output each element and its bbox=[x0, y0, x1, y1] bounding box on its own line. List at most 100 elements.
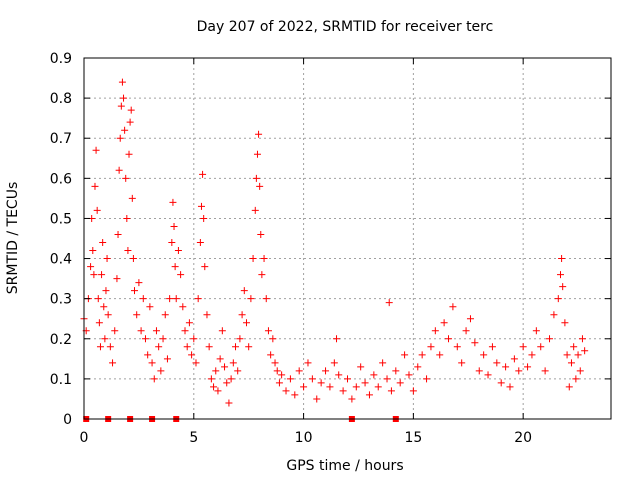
data-point bbox=[212, 367, 220, 375]
data-point bbox=[120, 94, 128, 102]
data-point bbox=[94, 295, 102, 303]
data-point bbox=[269, 335, 277, 343]
data-point bbox=[572, 375, 580, 383]
data-point bbox=[117, 102, 125, 110]
x-axis-label: GPS time / hours bbox=[286, 458, 403, 474]
data-point bbox=[576, 367, 584, 375]
data-point bbox=[532, 327, 540, 335]
data-point bbox=[146, 303, 154, 311]
data-point bbox=[392, 367, 400, 375]
data-point bbox=[370, 371, 378, 379]
data-point bbox=[150, 375, 158, 383]
y-tick-label: 0.8 bbox=[50, 91, 72, 107]
data-point bbox=[565, 383, 573, 391]
data-point bbox=[139, 295, 147, 303]
data-point bbox=[123, 214, 131, 222]
data-point bbox=[137, 327, 145, 335]
data-point bbox=[199, 170, 207, 178]
data-point bbox=[252, 174, 260, 182]
data-point bbox=[256, 182, 264, 190]
data-point bbox=[255, 130, 263, 138]
data-point bbox=[484, 371, 492, 379]
data-point bbox=[242, 319, 250, 327]
plot-frame bbox=[83, 57, 612, 420]
data-point bbox=[506, 383, 514, 391]
data-point bbox=[466, 315, 474, 323]
x-tick-label: 20 bbox=[514, 430, 532, 446]
y-tick-label: 0.4 bbox=[50, 252, 72, 268]
data-point bbox=[99, 239, 107, 247]
data-point bbox=[423, 375, 431, 383]
data-point bbox=[581, 347, 589, 355]
data-point bbox=[141, 335, 149, 343]
data-point bbox=[379, 359, 387, 367]
data-point bbox=[322, 367, 330, 375]
data-point bbox=[122, 174, 130, 182]
data-point bbox=[317, 379, 325, 387]
data-point bbox=[127, 106, 135, 114]
data-point bbox=[181, 327, 189, 335]
data-point bbox=[106, 343, 114, 351]
data-point bbox=[89, 247, 97, 255]
data-point bbox=[561, 319, 569, 327]
data-point bbox=[232, 343, 240, 351]
data-point bbox=[418, 351, 426, 359]
data-point bbox=[493, 359, 501, 367]
y-tick-label: 0.6 bbox=[50, 171, 72, 187]
data-point bbox=[510, 355, 518, 363]
data-point bbox=[125, 150, 133, 158]
data-point bbox=[480, 351, 488, 359]
y-tick-label: 0 bbox=[63, 412, 72, 428]
x-tick-label: 10 bbox=[295, 430, 313, 446]
data-point bbox=[275, 379, 283, 387]
data-point bbox=[558, 255, 566, 263]
data-point bbox=[200, 214, 208, 222]
data-point bbox=[113, 275, 121, 283]
data-point bbox=[183, 343, 191, 351]
data-point bbox=[396, 379, 404, 387]
data-point bbox=[497, 379, 505, 387]
data-point bbox=[177, 271, 185, 279]
data-point bbox=[190, 335, 198, 343]
data-point bbox=[116, 134, 124, 142]
data-point bbox=[574, 351, 582, 359]
axis-ticks: 0 0.1 0.2 0.3 0.4 0.5 0.6 0.7 0.8 0.9 0 5 10 15 20 bbox=[50, 51, 611, 446]
data-point bbox=[300, 383, 308, 391]
data-point bbox=[245, 343, 253, 351]
data-point bbox=[168, 239, 176, 247]
data-point bbox=[124, 247, 132, 255]
data-point bbox=[171, 263, 179, 271]
data-point bbox=[152, 327, 160, 335]
data-point bbox=[453, 343, 461, 351]
data-point bbox=[111, 327, 119, 335]
data-point bbox=[128, 194, 136, 202]
data-point bbox=[414, 363, 422, 371]
y-tick-label: 0.9 bbox=[50, 51, 72, 67]
data-point bbox=[225, 399, 233, 407]
data-point bbox=[554, 295, 562, 303]
data-point bbox=[92, 146, 100, 154]
y-tick-label: 0.1 bbox=[50, 372, 72, 388]
data-point bbox=[192, 359, 200, 367]
data-point bbox=[546, 335, 554, 343]
data-point bbox=[98, 271, 106, 279]
data-point bbox=[361, 379, 369, 387]
data-point bbox=[291, 391, 299, 399]
data-point bbox=[282, 387, 290, 395]
data-point bbox=[251, 206, 259, 214]
data-point bbox=[126, 118, 134, 126]
data-point bbox=[188, 351, 196, 359]
data-point bbox=[240, 287, 248, 295]
data-point bbox=[563, 351, 571, 359]
data-point bbox=[537, 343, 545, 351]
data-point bbox=[155, 343, 163, 351]
data-point bbox=[335, 371, 343, 379]
data-point bbox=[445, 335, 453, 343]
data-point bbox=[385, 299, 393, 307]
data-point bbox=[229, 359, 237, 367]
data-point bbox=[475, 367, 483, 375]
data-point bbox=[227, 375, 235, 383]
data-point bbox=[87, 263, 95, 271]
data-point bbox=[131, 287, 139, 295]
